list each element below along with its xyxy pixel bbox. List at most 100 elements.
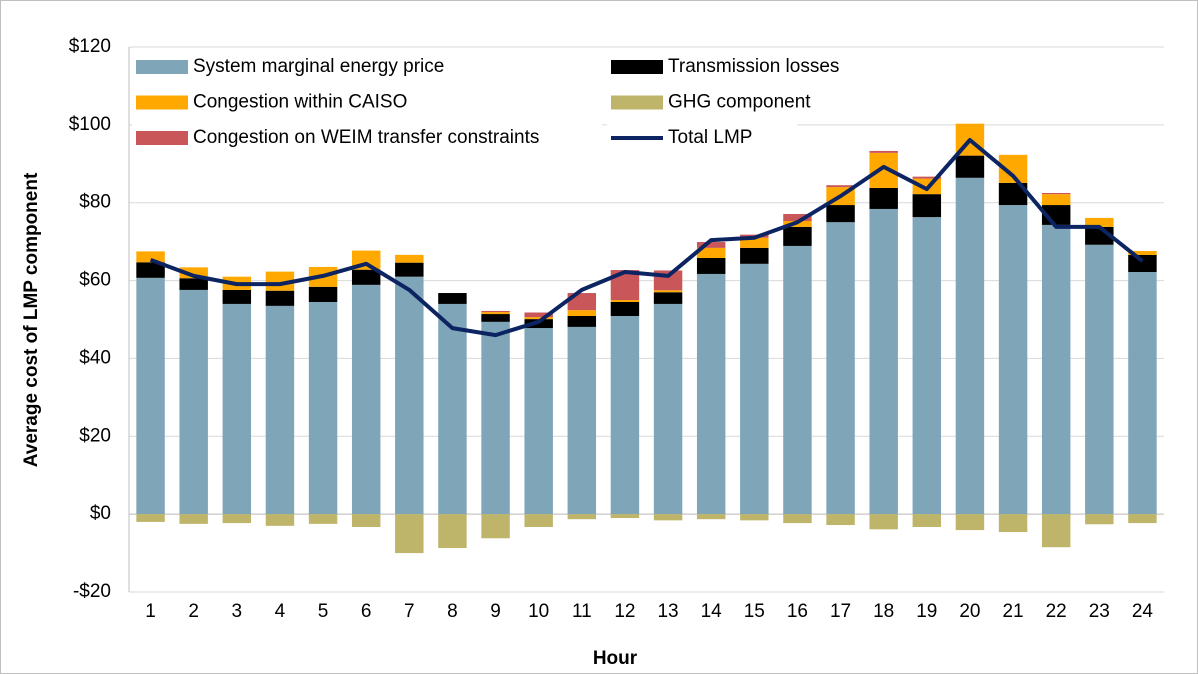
bar-segment [395,262,424,277]
legend-box [132,124,602,154]
legend-swatch [136,95,188,110]
bar-segment [351,514,381,527]
y-tick-label: $40 [79,347,111,368]
bar-segment [524,317,553,320]
x-tick-label: 11 [572,601,592,622]
bar-segment [481,312,510,315]
bar-segment [1128,514,1157,524]
bar-segment [610,315,640,515]
x-tick-label: 1 [145,601,156,622]
bar-segment [653,292,683,304]
legend-box [132,53,602,83]
bar-segment [481,321,510,515]
x-axis-label: Hour [593,648,638,669]
bar-segment [308,301,338,515]
bar-segment [1085,217,1114,227]
bar-segment [136,251,165,263]
legend-label: Transmission losses [668,56,839,77]
bar-segment [826,205,855,223]
bar-segment [481,514,510,539]
bar-segment [222,303,252,515]
x-tick-label: 16 [787,601,808,622]
bar-segment [524,312,553,318]
legend-label: GHG component [668,92,811,113]
x-tick-label: 8 [447,601,458,622]
bar-segment [438,514,467,549]
bar-segment [567,326,597,515]
bar-segment [912,194,942,218]
y-tick-label: $100 [69,114,111,135]
bar-segment [136,277,165,515]
legend-label: Congestion within CAISO [193,92,407,113]
bar-segment [869,187,898,209]
bar-segment [998,205,1028,515]
bar-segment [740,263,769,515]
y-tick-label: $20 [79,425,111,446]
bar-segment [351,269,381,285]
bar-segment [136,262,165,278]
x-tick-label: 15 [744,601,765,622]
bar-segment [912,217,942,515]
bar-segment [998,182,1028,206]
bar-segment [179,278,208,290]
bar-segment [395,276,424,515]
bar-segment [869,514,898,530]
bar-segment [567,514,597,520]
legend-swatch [611,60,663,74]
bar-segment [1041,224,1071,515]
bar-segment [524,514,553,527]
x-tick-label: 14 [701,601,723,622]
bar-segment [179,267,208,279]
bar-segment [395,514,424,554]
bar-segment [740,237,769,248]
bar-segment [826,222,855,515]
bar-segment [696,514,726,520]
bar-segment [481,314,510,322]
bar-segment [1128,250,1157,255]
bar-segment [783,226,812,246]
x-tick-label: 21 [1002,601,1023,622]
bar-segment [653,514,683,521]
bar-segment [653,290,683,293]
x-tick-label: 5 [318,601,329,622]
bar-segment [438,293,467,304]
x-tick-label: 19 [916,601,937,622]
bar-segment [610,514,640,519]
x-tick-label: 4 [275,601,286,622]
bar-segment [136,514,165,522]
bar-segment [955,177,985,515]
bar-segment [653,303,683,515]
bar-segment [869,150,898,153]
bar-segment [265,514,295,526]
bar-segment [1128,272,1157,515]
y-tick-label: $120 [69,36,111,57]
bar-segment [395,254,424,263]
legend-label: System marginal energy price [193,56,444,77]
x-tick-label: 9 [490,601,501,622]
bar-segment [869,208,898,515]
bar-segment [567,315,597,327]
legend-label: Total LMP [668,127,752,148]
y-axis-label: Average cost of LMP component [21,172,42,467]
bar-segment [438,303,467,515]
line-series [149,138,1144,338]
bar-segment [912,514,942,527]
bar-segment [351,284,381,515]
bar-segment [222,289,252,304]
x-tick-label: 3 [232,601,243,622]
bar-segment [179,514,208,524]
bar-segment [955,155,985,178]
legend-swatch [136,131,188,145]
x-tick-label: 23 [1089,601,1110,622]
legend-swatch [611,95,663,110]
y-tick-label: $60 [79,270,111,291]
bar-segment [912,176,942,179]
bar-segment [222,514,252,524]
legend-box [132,88,602,119]
bar-segment [1128,254,1157,273]
x-tick-label: 22 [1046,601,1067,622]
bar-segment [1085,514,1114,525]
bar-segment [740,247,769,264]
bar-segment [826,514,855,526]
bar-segment [265,305,295,515]
